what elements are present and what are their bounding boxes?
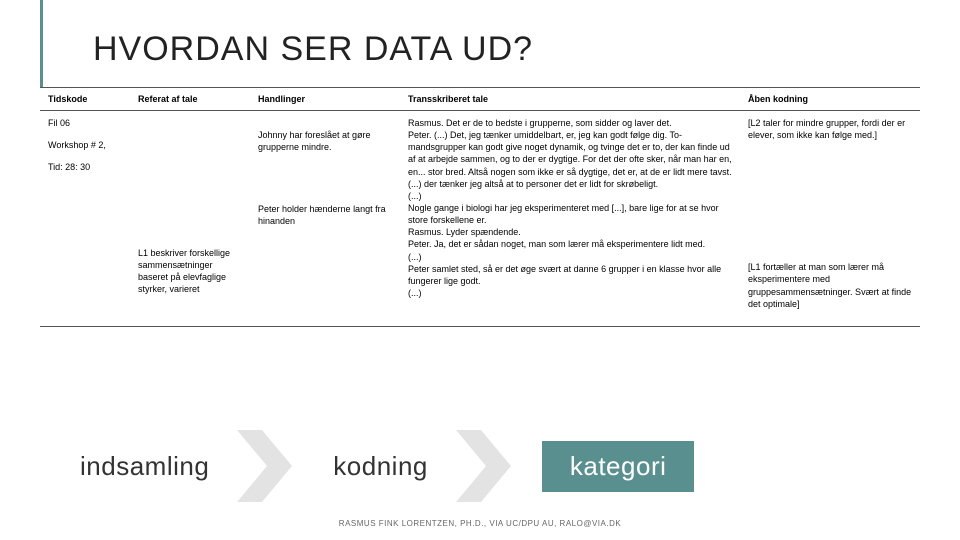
chevron-icon xyxy=(237,430,297,502)
handlinger-b: Peter holder hænderne langt fra hinanden xyxy=(258,203,392,227)
footer-credit: RASMUS FINK LORENTZEN, PH.D., VIA UC/DPU… xyxy=(0,519,960,528)
cell-handlinger: Johnny har foreslået at gøre grupperne m… xyxy=(250,111,400,327)
step-indsamling: indsamling xyxy=(70,451,219,482)
cell-transskriberet: Rasmus. Det er de to bedste i grupperne,… xyxy=(400,111,740,327)
header-transskriberet: Transskriberet tale xyxy=(400,88,740,111)
cell-tidskode: Fil 06 Workshop # 2, Tid: 28: 30 xyxy=(40,111,130,327)
table-row: Fil 06 Workshop # 2, Tid: 28: 30 L1 besk… xyxy=(40,111,920,327)
handlinger-a: Johnny har foreslået at gøre grupperne m… xyxy=(258,129,392,153)
header-handlinger: Handlinger xyxy=(250,88,400,111)
page-title: HVORDAN SER DATA UD? xyxy=(93,30,960,69)
step-kodning: kodning xyxy=(323,451,438,482)
cell-kodning: [L2 taler for mindre grupper, fordi der … xyxy=(740,111,920,327)
header-tidskode: Tidskode xyxy=(40,88,130,111)
step-kategori: kategori xyxy=(542,441,695,492)
header-kodning: Åben kodning xyxy=(740,88,920,111)
data-table: Tidskode Referat af tale Handlinger Tran… xyxy=(40,87,920,327)
cell-referat: L1 beskriver forskellige sammensætninger… xyxy=(130,111,250,327)
tidskode-tid: Tid: 28: 30 xyxy=(48,161,122,173)
chevron-icon xyxy=(456,430,516,502)
header-referat: Referat af tale xyxy=(130,88,250,111)
referat-text: L1 beskriver forskellige sammensætninger… xyxy=(138,247,242,296)
table-header-row: Tidskode Referat af tale Handlinger Tran… xyxy=(40,88,920,111)
process-flow: indsamling kodning kategori xyxy=(40,430,920,502)
kodning-a: [L2 taler for mindre grupper, fordi der … xyxy=(748,117,912,141)
tidskode-fil: Fil 06 xyxy=(48,117,122,129)
kodning-b: [L1 fortæller at man som lærer må eksper… xyxy=(748,261,912,310)
tidskode-workshop: Workshop # 2, xyxy=(48,139,122,151)
